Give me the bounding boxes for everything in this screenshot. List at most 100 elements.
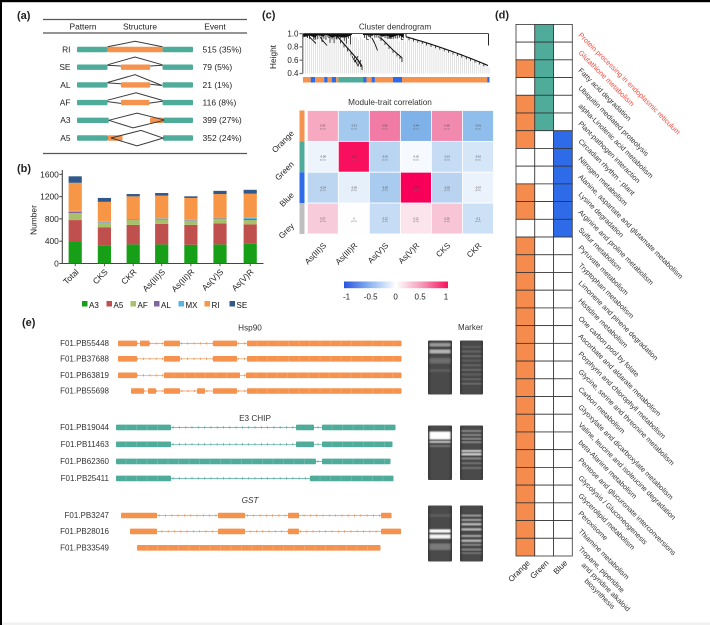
svg-text:-0.16: -0.16 (475, 155, 481, 159)
svg-text:F01.PB19044: F01.PB19044 (60, 423, 109, 432)
svg-text:GST: GST (242, 496, 260, 505)
svg-text:79 (5%): 79 (5%) (203, 62, 233, 72)
svg-text:(0.02): (0.02) (444, 190, 450, 192)
svg-text:0.93: 0.93 (351, 155, 357, 159)
svg-text:(0.02): (0.02) (413, 159, 419, 161)
svg-text:Marker: Marker (458, 323, 483, 332)
svg-text:(0.02): (0.02) (382, 128, 388, 130)
svg-text:(0.02): (0.02) (475, 159, 481, 161)
svg-text:400: 400 (45, 236, 59, 246)
svg-text:0.6: 0.6 (287, 56, 299, 65)
svg-text:(0.02): (0.02) (351, 221, 357, 223)
svg-text:Hsp90: Hsp90 (238, 324, 262, 333)
svg-text:Orange: Orange (507, 558, 533, 584)
svg-text:As(III)S: As(III)S (140, 267, 167, 294)
svg-text:(0.02): (0.02) (320, 190, 326, 192)
svg-text:A3: A3 (60, 115, 71, 125)
svg-text:RI: RI (212, 301, 220, 310)
svg-text:-0.2: -0.2 (476, 216, 481, 220)
svg-text:(0.02): (0.02) (475, 128, 481, 130)
svg-text:As(V)S: As(V)S (200, 267, 226, 293)
svg-text:CKS: CKS (434, 241, 452, 259)
svg-text:(0.02): (0.02) (444, 221, 450, 223)
svg-text:(0.02): (0.02) (382, 190, 388, 192)
svg-text:A5: A5 (60, 133, 71, 143)
svg-text:399 (27%): 399 (27%) (203, 115, 242, 125)
svg-text:0: 0 (54, 259, 59, 269)
svg-text:Green: Green (528, 559, 550, 581)
svg-text:Orange: Orange (270, 129, 296, 155)
svg-text:(0.02): (0.02) (320, 159, 326, 161)
svg-text:0.48: 0.48 (444, 124, 450, 128)
svg-text:(0.02): (0.02) (351, 190, 357, 192)
svg-text:(0.02): (0.02) (413, 190, 419, 192)
svg-text:0.42: 0.42 (320, 124, 326, 128)
svg-text:1600: 1600 (40, 169, 59, 179)
svg-text:A5: A5 (114, 301, 124, 310)
svg-text:0.94: 0.94 (413, 185, 419, 189)
svg-text:Blue: Blue (278, 190, 296, 208)
svg-text:MX: MX (186, 301, 199, 310)
svg-text:(0.02): (0.02) (320, 128, 326, 130)
svg-text:Event: Event (204, 21, 226, 31)
svg-text:Total: Total (61, 267, 81, 287)
svg-text:0.12: 0.12 (413, 216, 419, 220)
svg-text:As(V)S: As(V)S (366, 241, 390, 265)
svg-text:116 (8%): 116 (8%) (203, 98, 237, 108)
svg-text:(0.02): (0.02) (320, 221, 326, 223)
svg-text:1200: 1200 (40, 192, 59, 202)
svg-text:0.27: 0.27 (320, 216, 326, 220)
svg-text:(d): (d) (495, 10, 509, 22)
svg-text:Height: Height (268, 44, 278, 69)
svg-text:(0.02): (0.02) (475, 221, 481, 223)
svg-text:F01.PB37688: F01.PB37688 (60, 354, 109, 363)
svg-text:-0.44: -0.44 (413, 124, 419, 128)
svg-text:(0.02): (0.02) (382, 159, 388, 161)
svg-text:-0.22: -0.22 (382, 216, 388, 220)
svg-text:-0.08: -0.08 (320, 155, 326, 159)
svg-text:-0.24: -0.24 (320, 185, 326, 189)
svg-text:Pattern: Pattern (69, 21, 96, 31)
svg-text:(0.02): (0.02) (413, 221, 419, 223)
svg-text:-0.31: -0.31 (351, 124, 357, 128)
svg-text:(b): (b) (17, 163, 31, 175)
svg-text:CKS: CKS (91, 267, 111, 287)
svg-text:0.55: 0.55 (382, 124, 388, 128)
svg-text:As(V)R: As(V)R (229, 267, 255, 293)
svg-text:As(III)S: As(III)S (303, 241, 328, 266)
svg-text:(0.02): (0.02) (475, 190, 481, 192)
svg-text:-0.02: -0.02 (413, 155, 419, 159)
svg-text:-0.29: -0.29 (382, 185, 388, 189)
svg-text:1.0: 1.0 (287, 29, 299, 38)
svg-text:SE: SE (237, 301, 248, 310)
svg-text:As(V)R: As(V)R (397, 241, 422, 266)
svg-text:Module-trait correlation: Module-trait correlation (348, 98, 432, 107)
svg-text:-0.25: -0.25 (444, 185, 450, 189)
svg-text:F01.PB25411: F01.PB25411 (61, 474, 110, 483)
svg-text:A3: A3 (89, 301, 99, 310)
svg-text:0.5: 0.5 (415, 293, 427, 302)
svg-text:F01.PB55698: F01.PB55698 (60, 387, 109, 396)
svg-text:-0.25: -0.25 (382, 155, 388, 159)
svg-text:(0.02): (0.02) (444, 159, 450, 161)
svg-text:-0.07: -0.07 (475, 185, 481, 189)
svg-text:F01.PB28016: F01.PB28016 (60, 527, 109, 536)
svg-text:CKR: CKR (119, 267, 139, 287)
svg-text:Structure: Structure (123, 21, 157, 31)
svg-text:(c): (c) (262, 10, 276, 22)
svg-text:515 (35%): 515 (35%) (203, 44, 242, 54)
svg-text:-0.09: -0.09 (351, 185, 357, 189)
svg-text:(e): (e) (22, 317, 36, 329)
svg-text:E3 CHIP: E3 CHIP (239, 414, 271, 423)
svg-text:F01.PB3247: F01.PB3247 (65, 511, 110, 520)
svg-text:F01.PB63819: F01.PB63819 (60, 371, 109, 380)
svg-text:As(III)R: As(III)R (169, 267, 196, 294)
svg-text:F01.PB33549: F01.PB33549 (60, 543, 109, 552)
svg-text:(a): (a) (17, 10, 31, 22)
svg-text:(0.02): (0.02) (382, 221, 388, 223)
svg-text:800: 800 (45, 214, 59, 224)
svg-text:SE: SE (59, 62, 71, 72)
svg-text:As(III)R: As(III)R (334, 241, 360, 267)
svg-text:0: 0 (353, 216, 355, 220)
svg-text:0.8: 0.8 (287, 43, 299, 52)
